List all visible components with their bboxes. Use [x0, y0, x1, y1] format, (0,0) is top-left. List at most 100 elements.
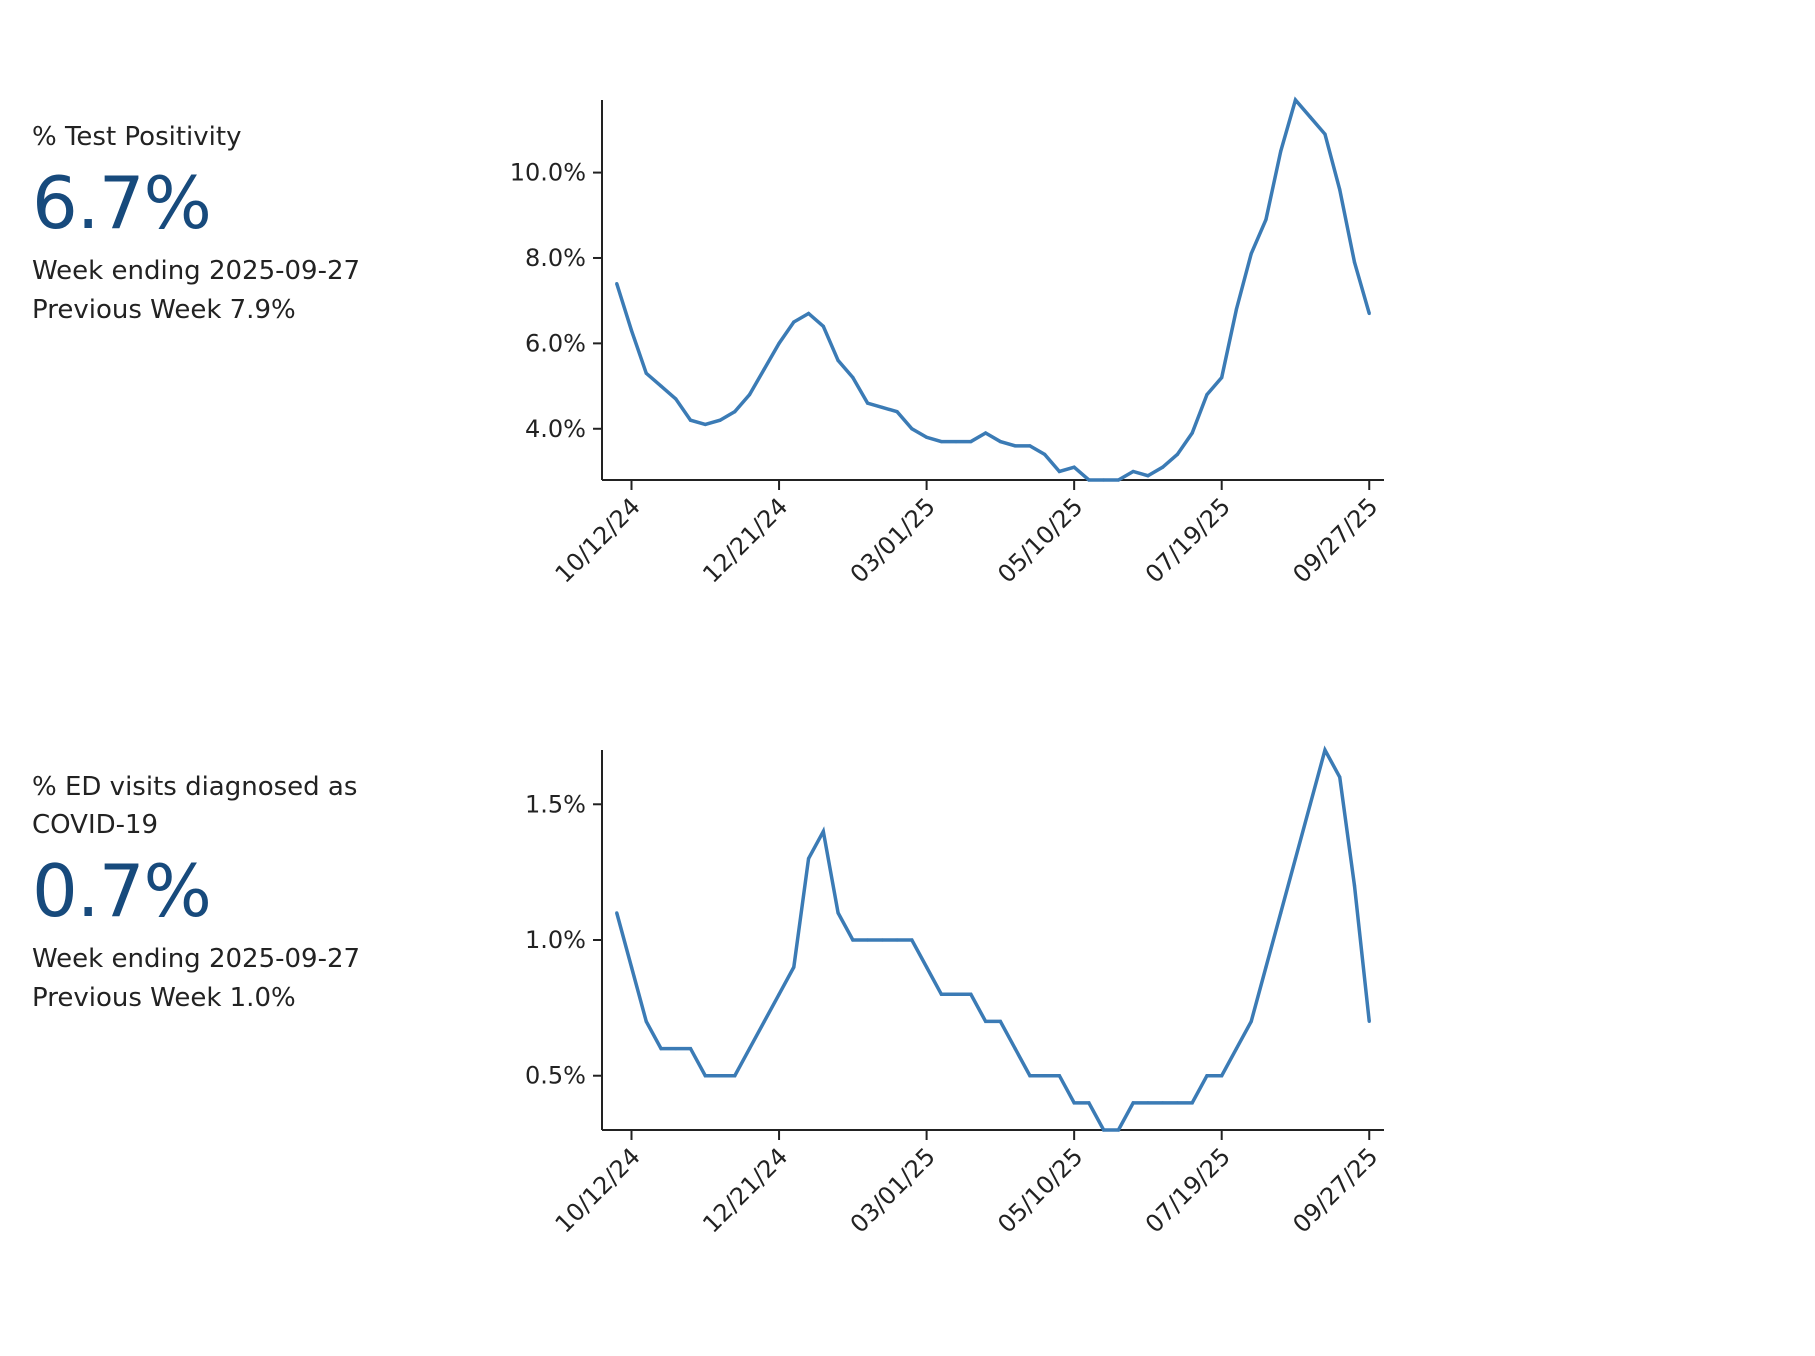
data-point	[1234, 1046, 1239, 1051]
data-point	[1249, 252, 1253, 256]
data-point	[821, 324, 825, 328]
data-point	[629, 328, 634, 333]
data-point	[674, 1046, 678, 1051]
x-tick-label: 03/01/25	[845, 492, 941, 588]
data-point	[836, 358, 840, 363]
week-ending-text: Week ending 2025-09-27	[32, 256, 361, 286]
data-point	[969, 439, 973, 444]
data-point	[954, 992, 958, 996]
data-point	[629, 965, 634, 969]
y-tick-label: 6.0%	[525, 329, 586, 357]
data-point	[718, 418, 722, 422]
data-point	[1249, 1019, 1253, 1024]
data-point	[1087, 1101, 1091, 1105]
data-point	[984, 431, 988, 435]
data-point	[969, 992, 973, 996]
y-tick-label: 10.0%	[510, 159, 586, 187]
x-tick-label: 09/27/25	[1287, 492, 1383, 588]
data-point	[777, 341, 781, 345]
data-point	[1190, 1101, 1194, 1105]
x-tick-label: 12/21/24	[697, 492, 793, 588]
data-point	[688, 1046, 693, 1051]
data-point	[1308, 115, 1312, 119]
data-point	[836, 911, 840, 915]
data-point	[1072, 465, 1076, 469]
x-tick-label: 07/19/25	[1140, 1142, 1236, 1238]
data-point	[1087, 478, 1091, 482]
test-positivity-chart: 4.0% 6.0% 8.0% 10.0% 10/12/24 12/21/24 03/01/2…	[510, 96, 1384, 588]
data-point	[895, 938, 899, 942]
data-point	[1175, 1101, 1180, 1105]
data-point	[910, 427, 914, 431]
data-point	[880, 405, 884, 410]
ed-visits-summary: % ED visits diagnosed as COVID-19 0.7% W…	[32, 768, 412, 1018]
data-point	[1367, 1019, 1371, 1024]
data-point	[1220, 1074, 1224, 1078]
data-point	[865, 938, 870, 942]
data-point	[1279, 149, 1283, 153]
test-positivity-summary: % Test Positivity 6.7% Week ending 2025-…	[32, 118, 412, 330]
data-point	[865, 401, 870, 405]
data-point	[1057, 1074, 1061, 1078]
data-point	[821, 829, 825, 834]
data-point	[718, 1074, 722, 1078]
data-point	[688, 418, 693, 422]
data-point	[1352, 884, 1357, 888]
data-point	[806, 311, 811, 316]
data-point	[851, 938, 855, 942]
data-point	[762, 1019, 766, 1024]
metric-label: % ED visits diagnosed as COVID-19	[32, 772, 358, 840]
ed-visits-panel: % ED visits diagnosed as COVID-19 0.7% W…	[0, 650, 1815, 1290]
series-line	[615, 745, 1371, 1132]
data-point	[939, 992, 943, 996]
data-point	[1057, 469, 1061, 474]
data-point	[703, 422, 707, 427]
data-point	[615, 282, 619, 286]
data-point	[1205, 1074, 1209, 1078]
data-point	[1102, 1128, 1106, 1132]
x-tick-label: 10/12/24	[550, 492, 646, 588]
data-point	[880, 938, 884, 942]
data-point	[733, 410, 737, 414]
data-point	[1043, 1074, 1047, 1078]
data-point	[984, 1019, 988, 1024]
data-point	[1293, 98, 1298, 102]
data-point	[1131, 1101, 1135, 1105]
y-tick-label: 1.0%	[525, 926, 586, 954]
data-point	[851, 375, 855, 380]
data-point	[1116, 1128, 1121, 1132]
data-point	[1338, 188, 1342, 192]
data-point	[806, 856, 811, 861]
ed-visits-chart: 0.5% 1.0% 1.5% 10/12/24 12/21/24 03/01/25 05/1…	[525, 745, 1384, 1238]
data-point	[1367, 311, 1371, 316]
data-point	[644, 371, 648, 375]
data-point	[895, 410, 899, 414]
data-point	[939, 439, 943, 444]
data-point	[747, 393, 752, 397]
data-point	[1161, 1101, 1165, 1105]
data-point	[1146, 474, 1150, 478]
data-point	[1102, 478, 1106, 482]
data-point	[659, 1046, 663, 1051]
data-point	[747, 1046, 752, 1051]
data-point	[1323, 748, 1327, 752]
y-tick-label: 0.5%	[525, 1062, 586, 1090]
data-point	[954, 439, 958, 444]
data-point	[1338, 775, 1342, 779]
data-point	[1190, 431, 1194, 435]
data-point	[659, 384, 663, 388]
data-point	[1279, 911, 1283, 915]
metric-label: % Test Positivity	[32, 122, 242, 152]
y-tick-label: 4.0%	[525, 415, 586, 443]
data-point	[792, 965, 796, 969]
previous-week-text: Previous Week 1.0%	[32, 983, 296, 1013]
data-point	[703, 1074, 707, 1078]
data-point	[1028, 444, 1032, 448]
metric-value: 0.7%	[32, 849, 212, 933]
data-point	[1293, 856, 1298, 861]
data-point	[1205, 393, 1209, 397]
x-tick-label: 12/21/24	[697, 1142, 793, 1238]
data-point	[1146, 1101, 1150, 1105]
data-point	[1013, 1046, 1017, 1051]
data-point	[1234, 307, 1239, 311]
